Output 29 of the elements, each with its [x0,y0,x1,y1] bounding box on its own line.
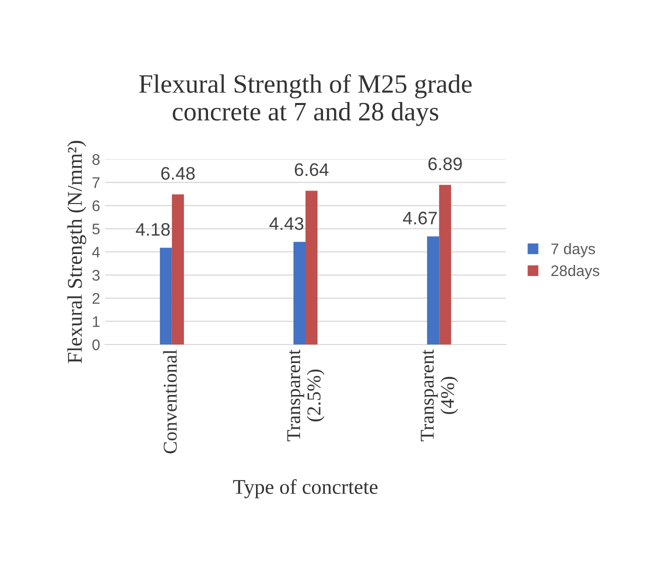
y-tick-label: 4 [92,246,100,258]
x-tick-label: Conventional [163,350,177,454]
bar [160,248,172,345]
x-tick-label: Transparent (2.5%) [287,349,324,442]
y-tick-label: 5 [92,224,100,234]
y-tick-label: 2 [92,293,100,304]
bar [427,236,440,345]
legend-label: 7 days [551,243,596,258]
bar [293,242,306,345]
data-label: 6.48 [161,166,195,180]
x-axis-title: Type of concrtete [233,479,378,498]
data-label: 6.64 [294,163,329,176]
y-axis-title: Flexural Strength (N/mm²) [67,140,86,364]
bar [172,194,184,345]
data-label: 4.43 [269,217,304,230]
y-tick-label: 3 [92,270,100,281]
data-label: 4.67 [402,212,437,224]
bar [439,184,452,345]
y-tick-label: 1 [92,316,100,327]
x-tick-label: Transparent (4%) [420,349,458,442]
y-tick-label: 0 [92,339,100,350]
bar [306,190,318,345]
y-tick-label: 8 [92,154,100,165]
legend-label: 28days [551,264,600,280]
data-label: 6.89 [428,157,462,170]
y-tick-label: 7 [92,177,100,188]
data-label: 4.18 [136,223,170,236]
y-tick-label: 6 [92,200,100,212]
chart-title: Flexural Strength of M25 grade concrete at 7 and 28 days [139,74,472,126]
